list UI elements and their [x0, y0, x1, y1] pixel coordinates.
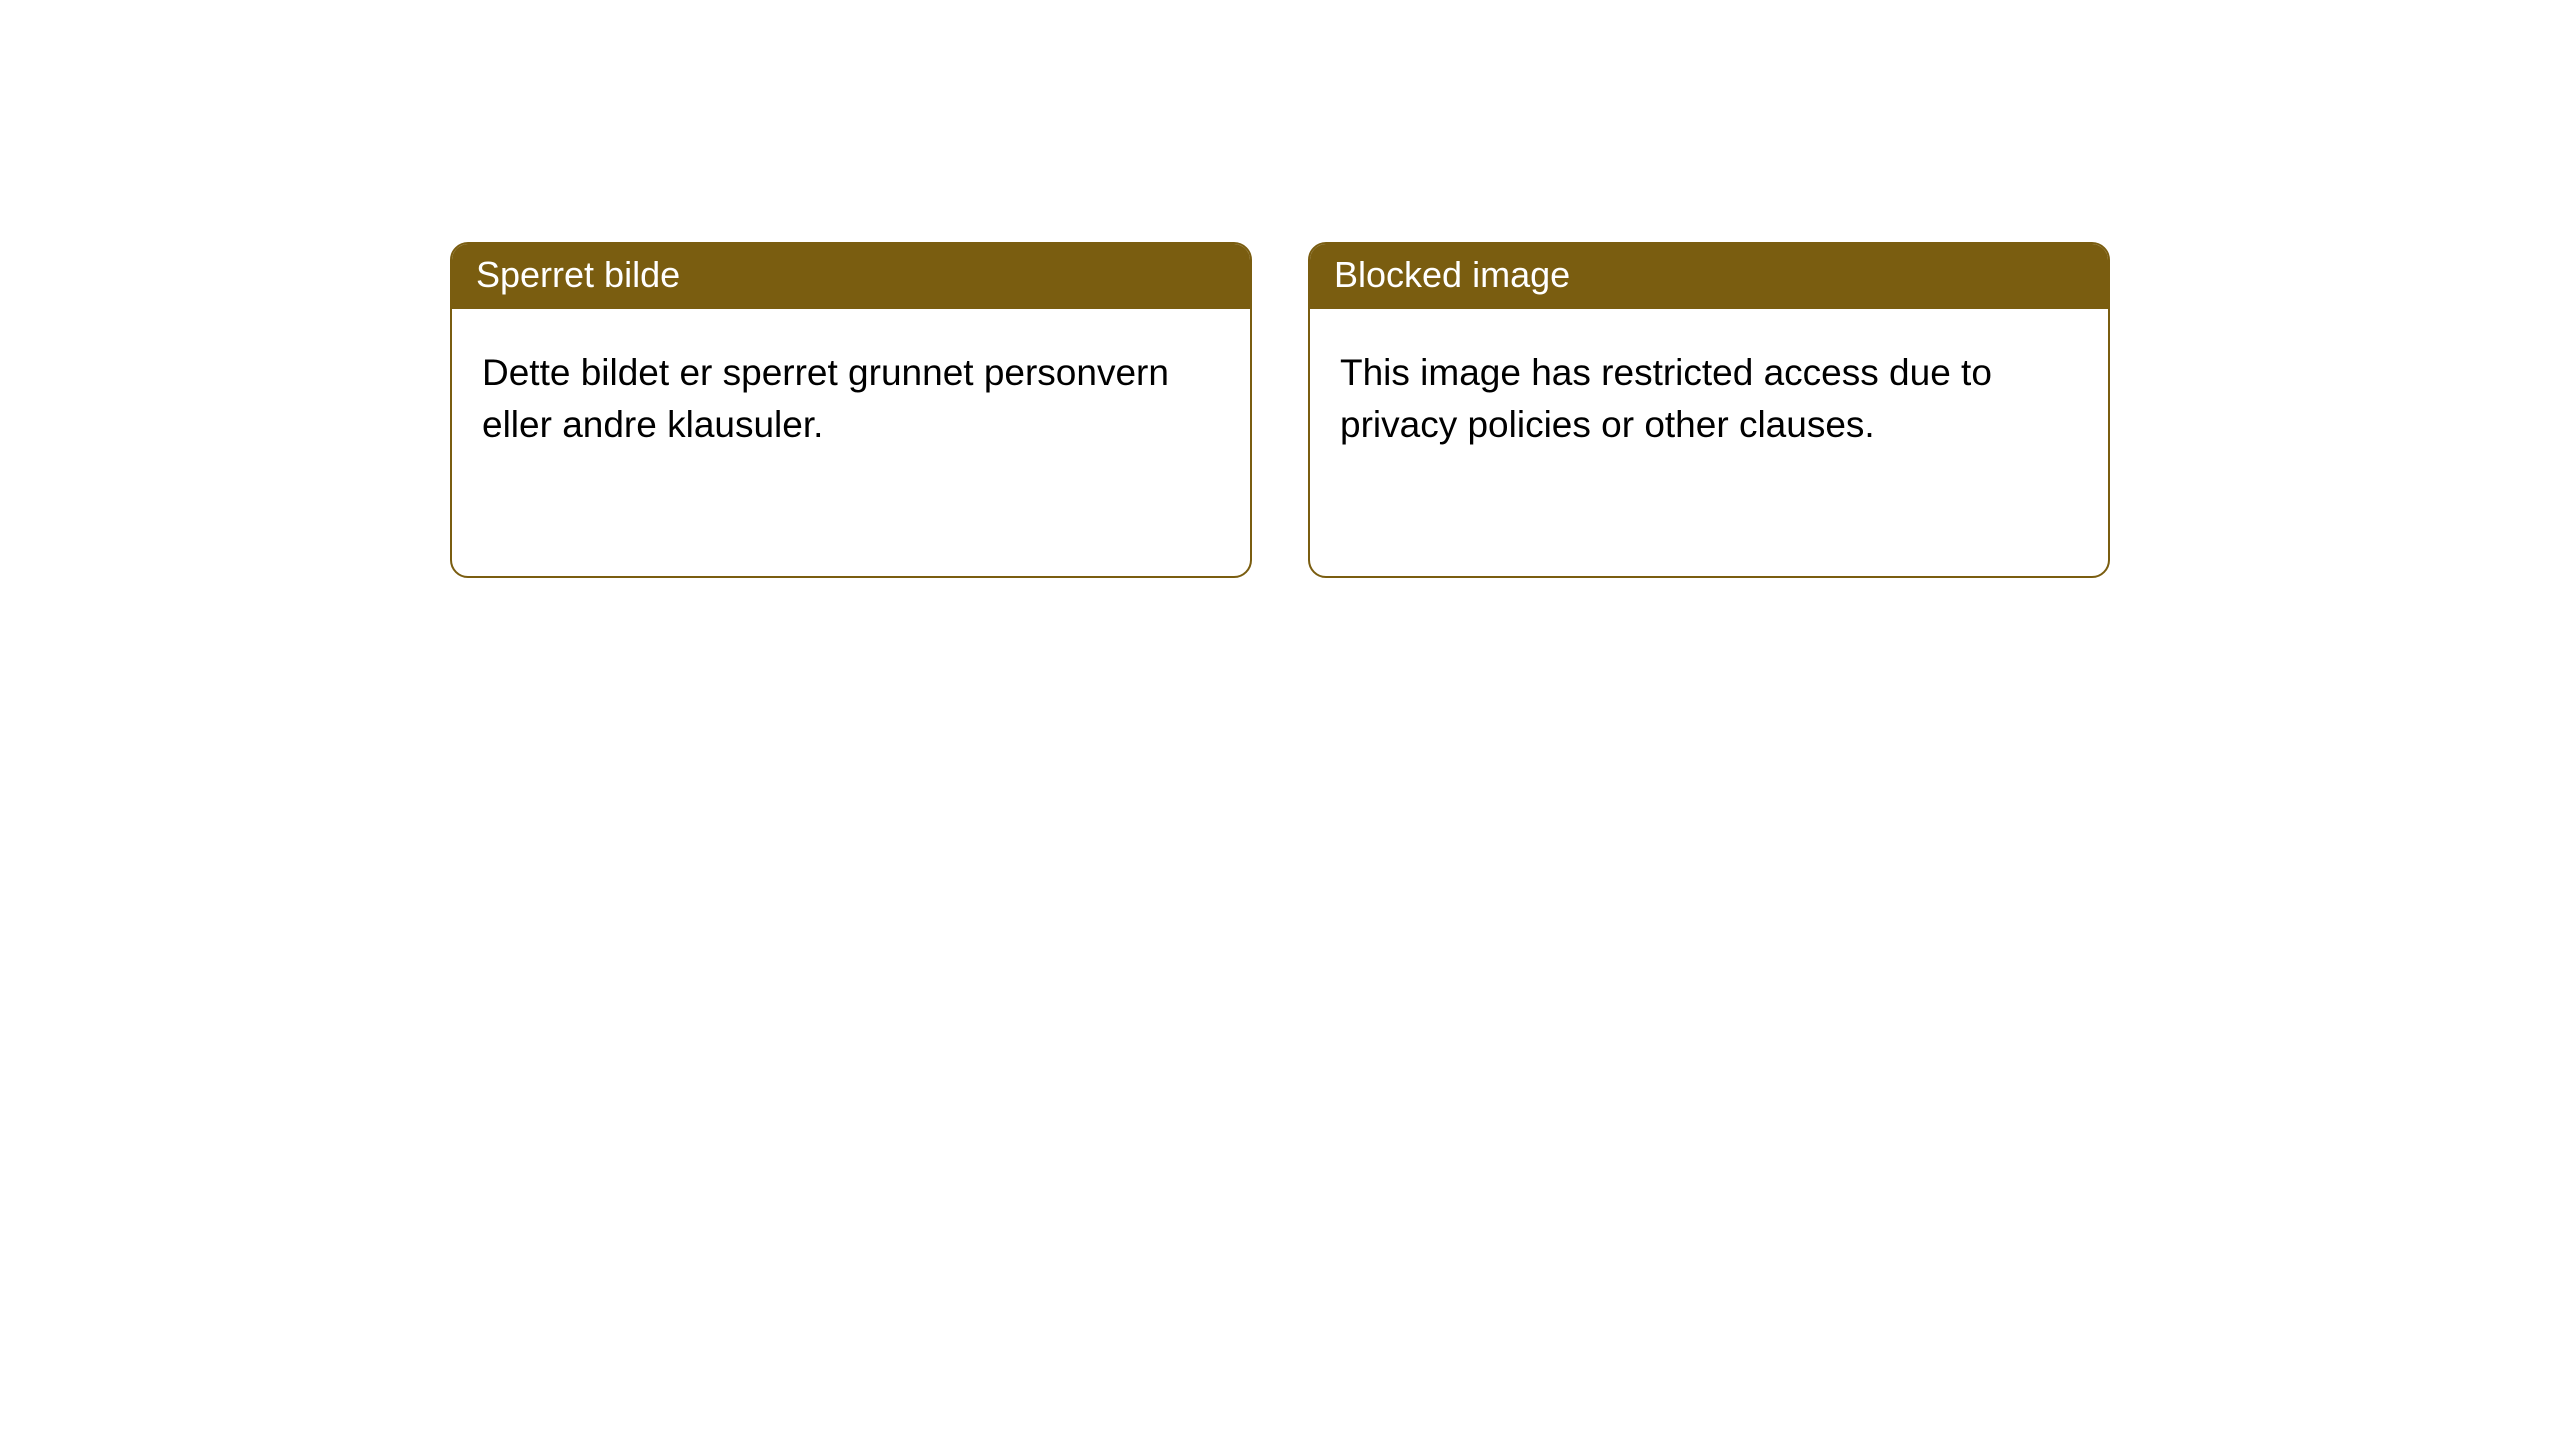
card-header: Blocked image	[1310, 244, 2108, 309]
card-body: Dette bildet er sperret grunnet personve…	[452, 309, 1250, 471]
notice-card-english: Blocked image This image has restricted …	[1308, 242, 2110, 578]
notice-card-norwegian: Sperret bilde Dette bildet er sperret gr…	[450, 242, 1252, 578]
card-header: Sperret bilde	[452, 244, 1250, 309]
card-body: This image has restricted access due to …	[1310, 309, 2108, 471]
notice-container: Sperret bilde Dette bildet er sperret gr…	[0, 0, 2560, 578]
